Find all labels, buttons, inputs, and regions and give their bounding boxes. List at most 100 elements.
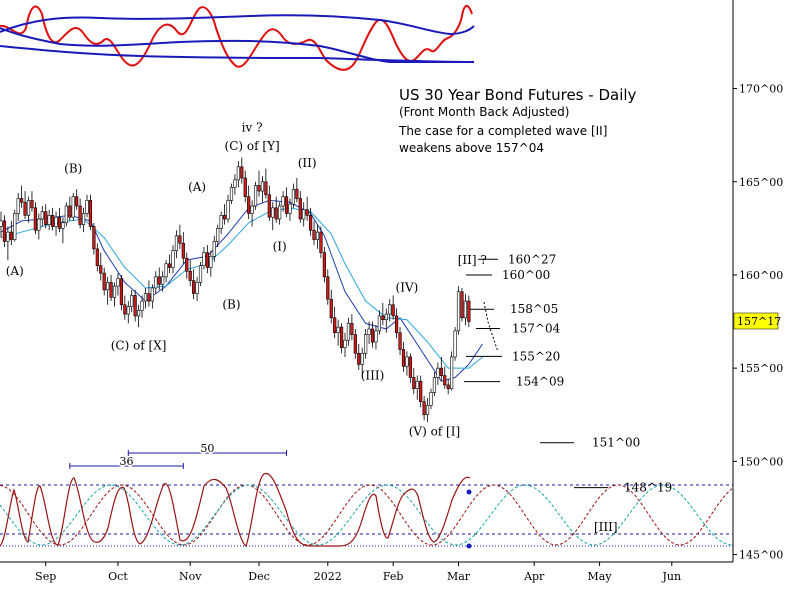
candle-down	[446, 384, 450, 389]
candle-down	[274, 207, 278, 220]
wave-label: (B)	[64, 161, 82, 175]
candle-up	[150, 287, 154, 302]
candle-up	[116, 278, 120, 287]
candle-down	[357, 352, 361, 365]
candle-up	[143, 293, 148, 302]
candle-down	[20, 198, 24, 203]
candle-down	[102, 272, 106, 291]
y-tick-label: 165^00	[739, 176, 783, 189]
candle-up	[367, 328, 371, 335]
last-price-box	[733, 312, 779, 330]
candle-up	[302, 209, 306, 220]
candle-down	[205, 252, 210, 268]
projection-wave-label: [III]	[594, 520, 618, 534]
candle-down	[133, 295, 137, 317]
chart-note-line1: The case for a completed wave [II]	[398, 124, 607, 138]
candle-up	[198, 265, 203, 283]
candle-up	[364, 334, 368, 354]
candle-down	[439, 367, 443, 376]
level-label: 160^27	[508, 252, 556, 266]
candle-down	[401, 349, 406, 367]
oscillator-panel	[0, 5, 475, 71]
x-tick-label: 2022	[314, 570, 342, 583]
candle-down	[109, 282, 113, 298]
candle-down	[68, 205, 72, 218]
candle-up	[432, 377, 437, 393]
candle-up	[388, 304, 392, 315]
level-label: 154^09	[516, 375, 564, 389]
x-tick-label: May	[588, 570, 613, 583]
candle-down	[75, 196, 79, 207]
candle-up	[54, 216, 58, 227]
candle-up	[288, 203, 292, 214]
candle-down	[157, 276, 161, 285]
x-tick-label: Apr	[523, 570, 545, 583]
candle-up	[202, 252, 206, 266]
candle-down	[460, 291, 464, 319]
candle-down	[119, 278, 123, 306]
candle-up	[140, 300, 144, 311]
candle-up	[450, 356, 454, 389]
chart-title: US 30 Year Bond Futures - Daily	[399, 86, 637, 104]
candle-up	[271, 207, 275, 218]
last-price-label: 157^17	[737, 315, 781, 328]
oscillator-blue-upper	[0, 14, 475, 36]
candle-down	[353, 334, 357, 354]
wave-label: (V) of [I]	[409, 424, 460, 438]
candle-down	[295, 188, 299, 199]
candle-down	[339, 326, 344, 348]
candle-down	[467, 300, 471, 322]
candle-up	[209, 256, 213, 268]
cycle-bracket-label: 50	[200, 442, 214, 455]
candle-up	[106, 282, 110, 291]
candle-down	[257, 185, 261, 192]
x-axis-ticks: Sep Oct Nov Dec 2022 Feb Mar Apr May Jun	[35, 562, 681, 583]
candle-down	[298, 198, 302, 220]
candle-up	[315, 231, 320, 240]
candle-up	[377, 315, 382, 332]
candle-down	[247, 196, 251, 214]
candle-down	[50, 215, 55, 227]
cycle-wave-red	[0, 484, 733, 546]
candle-up	[61, 222, 65, 229]
wave-label: (A)	[188, 180, 206, 194]
candle-down	[305, 209, 309, 216]
candle-up	[226, 200, 230, 220]
candle-up	[405, 356, 409, 367]
candle-down	[147, 293, 151, 302]
candle-up	[336, 326, 340, 334]
candle-down	[267, 194, 271, 218]
candle-down	[188, 270, 192, 281]
candle-up	[216, 228, 220, 242]
candle-down	[350, 323, 354, 335]
projection-path	[483, 301, 499, 353]
candle-up	[164, 263, 168, 278]
cycle-bracket-label: 36	[120, 455, 134, 468]
candle-up	[456, 291, 461, 332]
cycle-wave-teal	[0, 484, 733, 546]
candle-down	[412, 377, 416, 389]
candle-down	[308, 215, 313, 231]
candlestick-series	[0, 157, 471, 423]
oscillator-red-line	[0, 5, 473, 71]
candle-down	[167, 263, 172, 268]
candle-down	[329, 298, 333, 319]
candle-down	[326, 276, 330, 300]
candle-down	[322, 252, 326, 278]
candle-up	[6, 231, 10, 242]
candle-down	[312, 229, 316, 240]
candle-up	[130, 295, 134, 307]
candle-down	[284, 196, 289, 214]
candle-down	[30, 200, 34, 209]
candle-down	[123, 304, 127, 315]
candle-down	[408, 356, 412, 378]
candle-up	[415, 380, 419, 389]
candle-up	[346, 323, 351, 341]
level-label: 160^00	[502, 268, 550, 282]
candle-down	[192, 280, 196, 294]
wave-label: (IV)	[396, 281, 419, 295]
candle-down	[223, 215, 227, 220]
wave-label: (III)	[361, 368, 385, 382]
price-levels: 160^27 160^00 158^05 157^04 155^20 154^09 151^…	[464, 252, 672, 495]
